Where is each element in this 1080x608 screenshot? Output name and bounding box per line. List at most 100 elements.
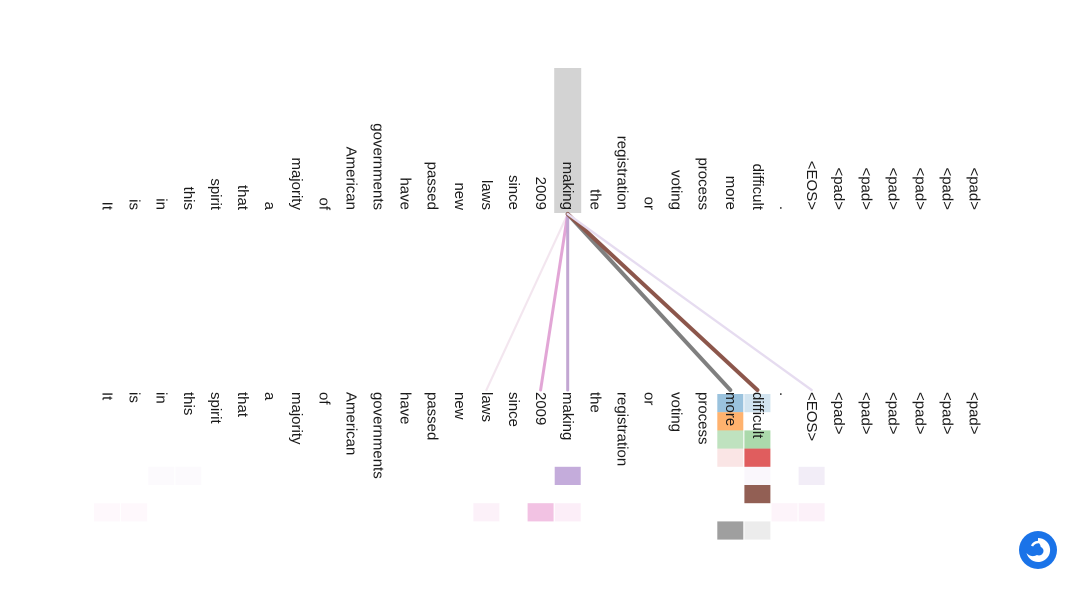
target-token[interactable]: a: [261, 392, 278, 401]
head-weight-cells: [94, 394, 825, 540]
attention-line: [565, 212, 733, 392]
source-token[interactable]: since: [505, 175, 522, 210]
source-token[interactable]: <pad>: [830, 167, 847, 210]
target-token[interactable]: have: [397, 392, 414, 425]
target-token[interactable]: in: [153, 392, 170, 404]
source-token[interactable]: .: [776, 206, 793, 210]
attention-line: [566, 212, 813, 392]
source-token[interactable]: <pad>: [912, 167, 929, 210]
source-token[interactable]: <pad>: [966, 167, 983, 210]
target-token[interactable]: spirit: [207, 392, 224, 425]
head-cell: [744, 430, 771, 449]
source-token[interactable]: 2009: [532, 177, 549, 210]
source-token[interactable]: spirit: [207, 178, 224, 211]
target-token[interactable]: <pad>: [884, 392, 901, 435]
target-token[interactable]: laws: [478, 392, 495, 422]
source-token[interactable]: that: [234, 185, 251, 211]
source-token[interactable]: <pad>: [884, 167, 901, 210]
source-token[interactable]: of: [315, 197, 332, 210]
target-token[interactable]: <pad>: [830, 392, 847, 435]
target-token[interactable]: American: [342, 392, 359, 455]
source-token[interactable]: governments: [370, 123, 387, 210]
source-token-column: It is in this spirit that a majority of American g…: [99, 123, 983, 211]
head-cell: [554, 503, 581, 522]
head-cell: [744, 485, 771, 504]
target-token[interactable]: is: [126, 392, 143, 403]
target-token[interactable]: It: [99, 392, 116, 401]
target-token[interactable]: voting: [668, 392, 685, 432]
target-token[interactable]: <pad>: [857, 392, 874, 435]
head-cell: [554, 466, 581, 485]
source-token[interactable]: <pad>: [857, 167, 874, 210]
target-token[interactable]: 2009: [532, 392, 549, 425]
target-token[interactable]: making: [559, 392, 576, 440]
head-cell: [175, 467, 201, 485]
target-token[interactable]: majority: [288, 392, 305, 445]
target-token-column: It is in this spirit that a majority of American g…: [99, 392, 983, 479]
head-cell: [717, 412, 744, 431]
source-token[interactable]: more: [722, 176, 739, 210]
target-token[interactable]: difficult: [749, 392, 766, 439]
head-cell: [148, 467, 174, 485]
head-cell: [473, 503, 500, 522]
target-token[interactable]: <pad>: [912, 392, 929, 435]
head-cell: [717, 430, 744, 449]
source-token[interactable]: difficult: [749, 164, 766, 211]
source-token[interactable]: have: [397, 177, 414, 210]
source-token[interactable]: voting: [668, 170, 685, 210]
head-cell: [798, 503, 825, 522]
head-cell: [744, 466, 771, 485]
target-token[interactable]: <pad>: [966, 392, 983, 435]
source-token[interactable]: <pad>: [939, 167, 956, 210]
head-cell: [798, 466, 825, 485]
attention-lines: [485, 212, 813, 392]
target-token[interactable]: new: [451, 392, 468, 420]
target-token[interactable]: of: [315, 392, 332, 405]
source-token[interactable]: passed: [424, 162, 441, 210]
source-token[interactable]: American: [342, 147, 359, 210]
source-token[interactable]: the: [586, 189, 603, 210]
target-token[interactable]: <EOS>: [803, 392, 820, 441]
target-token[interactable]: the: [586, 392, 603, 413]
head-cell: [717, 394, 744, 413]
target-token[interactable]: more: [722, 392, 739, 426]
head-cell: [744, 394, 771, 413]
source-token[interactable]: process: [695, 157, 712, 210]
source-token[interactable]: this: [180, 187, 197, 210]
target-token[interactable]: since: [505, 392, 522, 427]
source-token[interactable]: making: [559, 162, 576, 210]
attention-line: [565, 212, 760, 392]
target-token[interactable]: this: [180, 392, 197, 415]
attention-line: [485, 212, 569, 392]
swirl-logo-icon[interactable]: [1018, 530, 1058, 570]
focus-token-highlight: [554, 68, 582, 213]
target-token[interactable]: governments: [370, 392, 387, 479]
focus-highlight-bar: [554, 68, 582, 213]
source-token[interactable]: new: [451, 182, 468, 210]
source-token[interactable]: It: [99, 202, 116, 211]
source-token[interactable]: in: [153, 198, 170, 210]
target-token[interactable]: <pad>: [939, 392, 956, 435]
source-token[interactable]: <EOS>: [803, 161, 820, 210]
head-cell: [771, 503, 798, 522]
source-token[interactable]: a: [261, 202, 278, 211]
target-token[interactable]: process: [695, 392, 712, 445]
target-token[interactable]: registration: [613, 392, 630, 466]
source-token[interactable]: is: [126, 199, 143, 210]
target-token[interactable]: or: [641, 392, 658, 405]
head-cell: [717, 521, 744, 540]
head-cell: [744, 448, 771, 467]
source-token[interactable]: registration: [613, 136, 630, 210]
head-cell: [121, 503, 148, 522]
target-token[interactable]: .: [776, 392, 793, 396]
attention-line: [539, 212, 570, 392]
source-token[interactable]: majority: [288, 157, 305, 210]
source-token[interactable]: or: [641, 197, 658, 210]
head-cell: [717, 448, 744, 467]
head-cell: [527, 503, 554, 522]
head-cell: [744, 521, 771, 540]
source-token[interactable]: laws: [478, 180, 495, 210]
target-token[interactable]: passed: [424, 392, 441, 440]
target-token[interactable]: that: [234, 392, 251, 418]
